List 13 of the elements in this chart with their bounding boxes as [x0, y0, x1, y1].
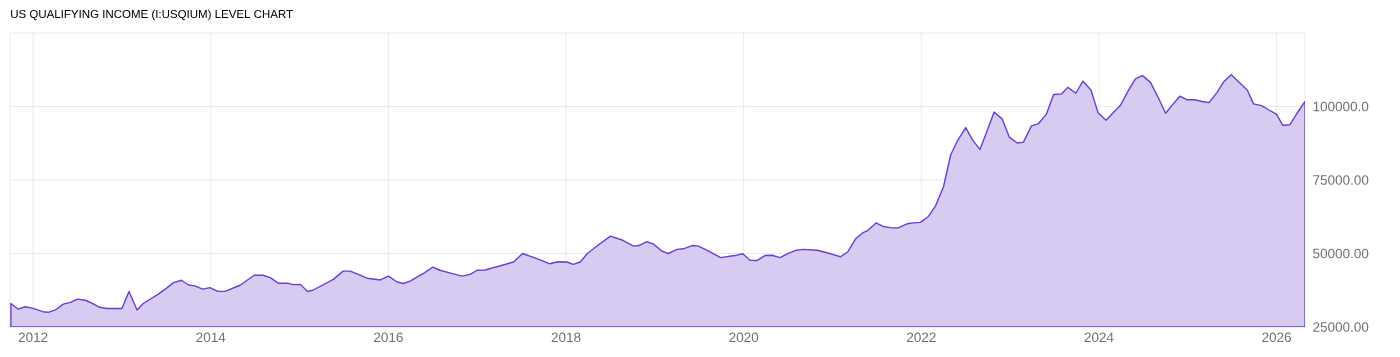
y-tick-label: 75000.00: [1313, 175, 1369, 185]
x-tick-label: 2018: [551, 332, 581, 343]
y-tick-label: 25000.00: [1313, 322, 1369, 332]
chart-title: US QUALIFYING INCOME (I:USQIUM) LEVEL CHART: [11, 9, 293, 21]
y-tick-label: 50000.00: [1313, 248, 1369, 259]
y-tick-label: 100000.0: [1313, 101, 1369, 112]
x-tick-label: 2026: [1262, 332, 1292, 343]
x-tick-label: 2014: [196, 332, 226, 343]
x-tick-label: 2016: [374, 332, 403, 343]
x-tick-label: 2012: [18, 332, 48, 343]
x-tick-label: 2022: [906, 332, 936, 343]
x-tick-label: 2024: [1084, 332, 1114, 343]
x-tick-label: 2020: [729, 332, 759, 343]
